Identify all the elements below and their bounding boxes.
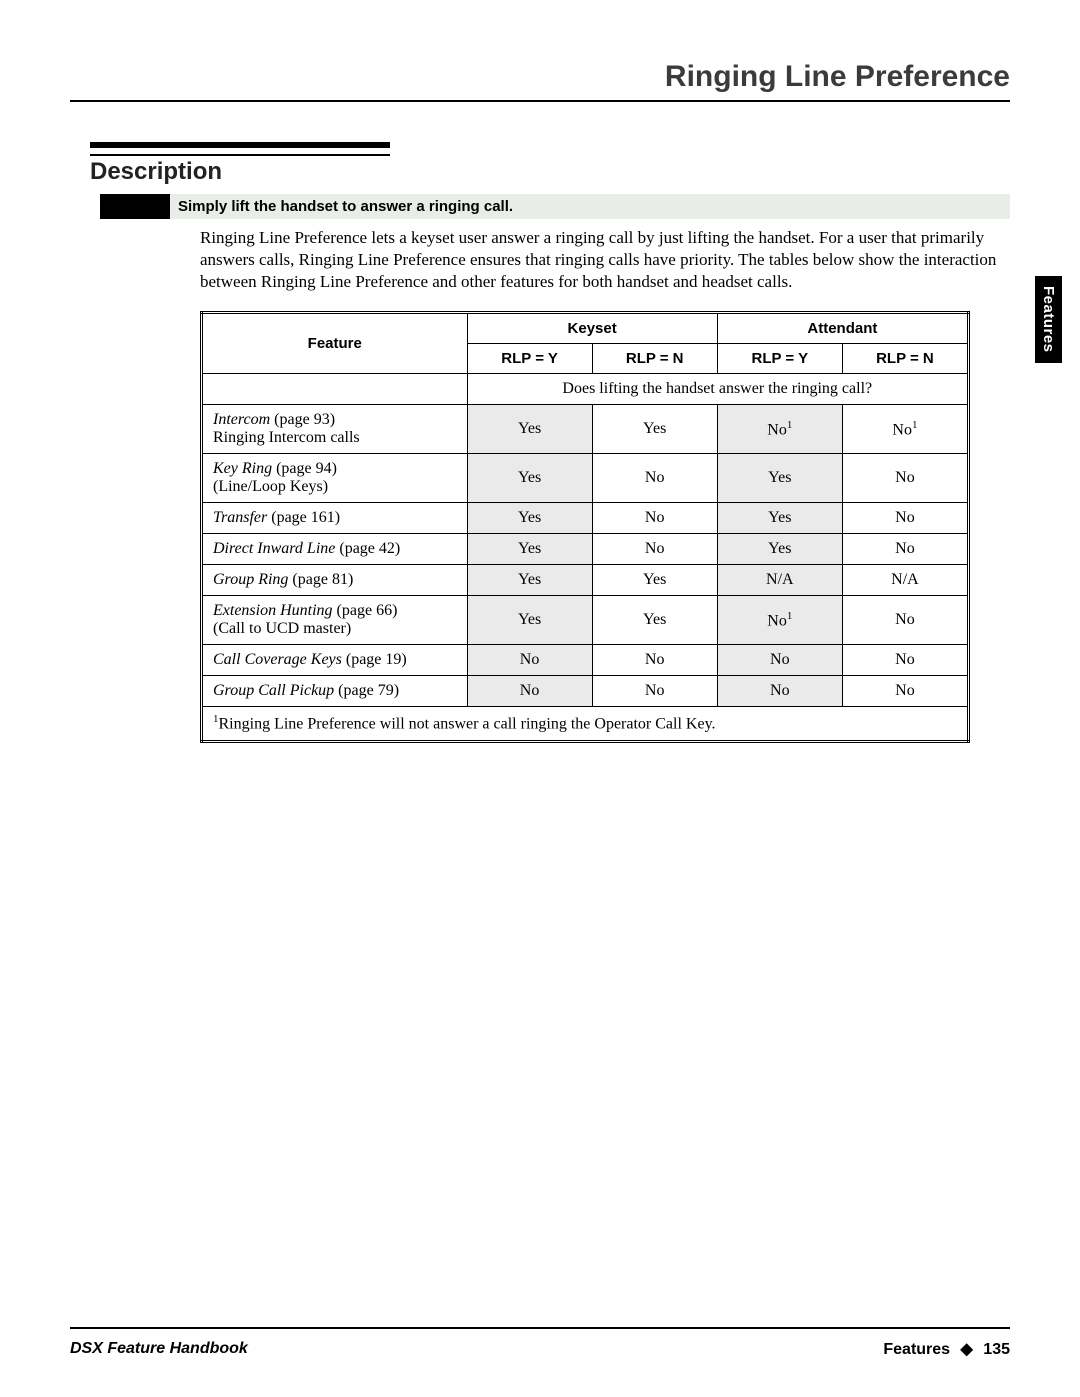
value-cell: No — [592, 645, 717, 676]
value-cell: N/A — [717, 565, 842, 596]
value-cell: No — [592, 503, 717, 534]
table-row: Group Ring (page 81)YesYesN/AN/A — [202, 565, 969, 596]
value-cell: No — [842, 596, 968, 645]
value-cell: No1 — [842, 405, 968, 454]
value-cell: No1 — [717, 596, 842, 645]
feature-cell: Key Ring (page 94)(Line/Loop Keys) — [202, 454, 468, 503]
table-row: Key Ring (page 94)(Line/Loop Keys)YesNoY… — [202, 454, 969, 503]
description-heading: Description — [90, 158, 1010, 186]
table-row: Direct Inward Line (page 42)YesNoYesNo — [202, 534, 969, 565]
value-cell: N/A — [842, 565, 968, 596]
feature-cell: Extension Hunting (page 66)(Call to UCD … — [202, 596, 468, 645]
feature-cell: Intercom (page 93)Ringing Intercom calls — [202, 405, 468, 454]
value-cell: No — [842, 645, 968, 676]
feature-cell: Group Call Pickup (page 79) — [202, 676, 468, 707]
value-cell: No — [842, 534, 968, 565]
description-body: Ringing Line Preference lets a keyset us… — [200, 227, 1010, 293]
header-rule — [70, 100, 1010, 102]
th-subheader: Does lifting the handset answer the ring… — [467, 374, 968, 405]
value-cell: Yes — [467, 503, 592, 534]
table-footnote: 1Ringing Line Preference will not answer… — [202, 707, 969, 741]
value-cell: No — [717, 676, 842, 707]
feature-cell: Group Ring (page 81) — [202, 565, 468, 596]
footer-rule — [70, 1327, 1010, 1329]
side-tab-features: Features — [1035, 276, 1062, 363]
th-keyset-rlp-n: RLP = N — [592, 344, 717, 374]
value-cell: Yes — [717, 454, 842, 503]
th-attendant-rlp-n: RLP = N — [842, 344, 968, 374]
heading-rule — [90, 142, 390, 156]
value-cell: Yes — [717, 503, 842, 534]
page-title: Ringing Line Preference — [70, 60, 1010, 94]
table-row: Extension Hunting (page 66)(Call to UCD … — [202, 596, 969, 645]
feature-cell: Direct Inward Line (page 42) — [202, 534, 468, 565]
value-cell: Yes — [467, 565, 592, 596]
diamond-icon: ◆ — [961, 1341, 973, 1358]
value-cell: No — [592, 534, 717, 565]
value-cell: No — [842, 676, 968, 707]
value-cell: No — [842, 503, 968, 534]
table-row: Intercom (page 93)Ringing Intercom calls… — [202, 405, 969, 454]
value-cell: No — [842, 454, 968, 503]
feature-cell: Call Coverage Keys (page 19) — [202, 645, 468, 676]
value-cell: Yes — [467, 405, 592, 454]
callout-accent — [100, 194, 170, 219]
page-footer: DSX Feature Handbook Features ◆ 135 — [70, 1339, 1010, 1359]
th-attendant-rlp-y: RLP = Y — [717, 344, 842, 374]
callout-text: Simply lift the handset to answer a ring… — [170, 194, 1010, 219]
footer-book-title: DSX Feature Handbook — [70, 1340, 248, 1358]
value-cell: Yes — [592, 596, 717, 645]
th-attendant: Attendant — [717, 313, 968, 344]
value-cell: Yes — [717, 534, 842, 565]
value-cell: No1 — [717, 405, 842, 454]
table-row: Call Coverage Keys (page 19)NoNoNoNo — [202, 645, 969, 676]
th-feature: Feature — [202, 313, 468, 374]
value-cell: Yes — [467, 596, 592, 645]
value-cell: Yes — [467, 534, 592, 565]
value-cell: No — [467, 645, 592, 676]
th-keyset: Keyset — [467, 313, 717, 344]
table-row: Transfer (page 161)YesNoYesNo — [202, 503, 969, 534]
feature-table: Feature Keyset Attendant RLP = Y RLP = N… — [200, 311, 970, 742]
value-cell: Yes — [592, 405, 717, 454]
footer-page-info: Features ◆ 135 — [883, 1339, 1010, 1359]
value-cell: No — [592, 454, 717, 503]
value-cell: Yes — [467, 454, 592, 503]
callout-row: Simply lift the handset to answer a ring… — [100, 194, 1010, 219]
feature-cell: Transfer (page 161) — [202, 503, 468, 534]
th-keyset-rlp-y: RLP = Y — [467, 344, 592, 374]
value-cell: No — [592, 676, 717, 707]
table-row: Group Call Pickup (page 79)NoNoNoNo — [202, 676, 969, 707]
value-cell: Yes — [592, 565, 717, 596]
value-cell: No — [717, 645, 842, 676]
value-cell: No — [467, 676, 592, 707]
